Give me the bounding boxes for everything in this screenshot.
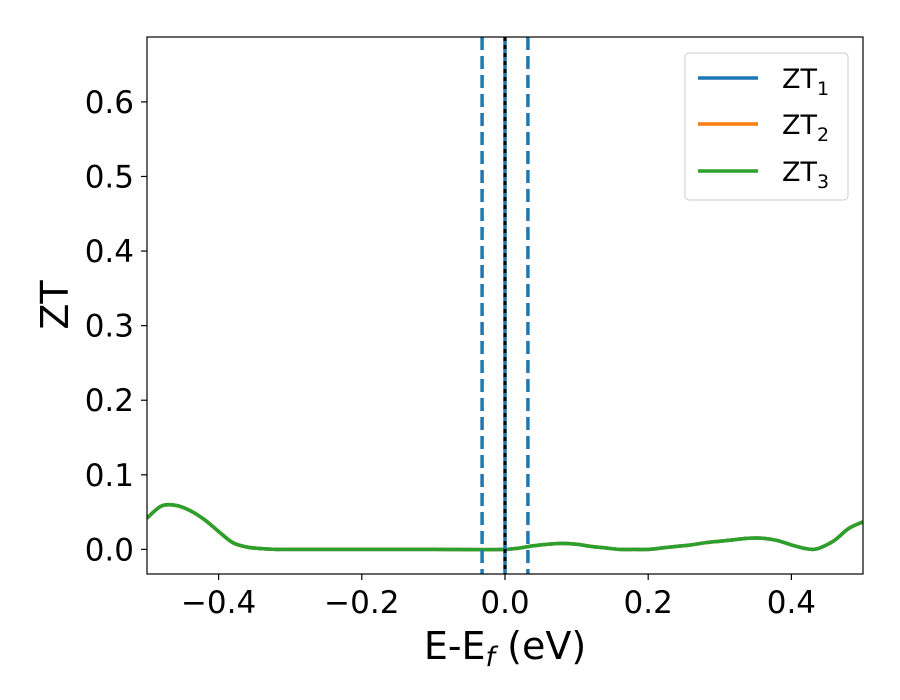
x-tick-label-1: −0.4: [181, 585, 256, 621]
y-tick-label-1: 0.0: [85, 532, 134, 568]
y-axis-label: ZT: [33, 280, 77, 330]
legend-label-3: ZT3: [782, 157, 829, 193]
y-tick-label-3: 0.2: [85, 383, 134, 419]
axis-ticks: −0.4 −0.2 0.0 0.2 0.4 0.0 0.1 0.2 0.3 0.4 0.5 0.6: [85, 85, 816, 621]
x-axis-label: E-Ef (eV): [424, 624, 586, 673]
x-tick-label-3: 0.0: [480, 585, 529, 621]
legend-frame: [684, 52, 849, 201]
y-tick-label-4: 0.3: [85, 309, 134, 345]
x-tick-label-5: 0.4: [767, 585, 816, 621]
x-axis-label-unit: (eV): [495, 624, 586, 668]
y-tick-label-7: 0.6: [85, 85, 134, 121]
x-tick-label-4: 0.2: [624, 585, 673, 621]
y-tick-label-5: 0.4: [85, 234, 134, 270]
legend-label-1: ZT1: [782, 64, 829, 100]
series-line-3: [147, 502, 863, 552]
y-tick-label-6: 0.5: [85, 159, 134, 195]
x-tick-label-2: −0.2: [324, 585, 399, 621]
plot-area: [147, 37, 863, 574]
x-axis-label-main: E-E: [424, 624, 486, 668]
legend: ZT1 ZT2 ZT3: [684, 52, 849, 201]
legend-label-2: ZT2: [782, 110, 829, 146]
y-tick-label-2: 0.1: [85, 458, 134, 494]
